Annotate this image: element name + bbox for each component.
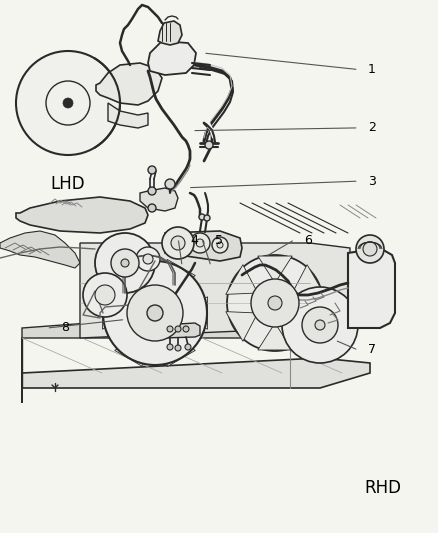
Circle shape xyxy=(121,259,129,267)
Circle shape xyxy=(199,214,205,220)
Circle shape xyxy=(63,98,73,108)
Circle shape xyxy=(16,51,120,155)
Polygon shape xyxy=(16,197,148,233)
Polygon shape xyxy=(108,103,148,128)
Polygon shape xyxy=(0,231,80,268)
Polygon shape xyxy=(226,312,258,341)
Circle shape xyxy=(148,166,156,174)
Circle shape xyxy=(171,236,185,250)
Polygon shape xyxy=(140,188,178,211)
Polygon shape xyxy=(167,260,195,292)
Polygon shape xyxy=(292,312,324,341)
Circle shape xyxy=(175,345,181,351)
Circle shape xyxy=(190,233,210,253)
Text: 1: 1 xyxy=(368,63,376,76)
Polygon shape xyxy=(292,265,324,294)
Text: 6: 6 xyxy=(304,235,312,247)
Circle shape xyxy=(175,326,181,332)
Circle shape xyxy=(111,249,139,277)
Circle shape xyxy=(217,242,223,248)
Polygon shape xyxy=(115,334,143,367)
Circle shape xyxy=(205,141,213,149)
Circle shape xyxy=(83,273,127,317)
Circle shape xyxy=(212,237,228,253)
Circle shape xyxy=(167,344,173,350)
Polygon shape xyxy=(22,308,340,388)
Circle shape xyxy=(315,320,325,330)
Circle shape xyxy=(148,204,156,212)
Circle shape xyxy=(46,81,90,125)
Circle shape xyxy=(356,235,384,263)
Circle shape xyxy=(302,307,338,343)
Circle shape xyxy=(165,179,175,189)
Circle shape xyxy=(95,233,155,293)
Text: 3: 3 xyxy=(368,175,376,188)
Polygon shape xyxy=(115,260,143,292)
Text: 4: 4 xyxy=(191,235,198,247)
Circle shape xyxy=(183,326,189,332)
Circle shape xyxy=(204,215,210,221)
Polygon shape xyxy=(258,256,292,283)
Polygon shape xyxy=(258,323,292,350)
Circle shape xyxy=(148,187,156,195)
Text: 8: 8 xyxy=(61,321,69,334)
Polygon shape xyxy=(96,63,162,105)
Text: 7: 7 xyxy=(368,343,376,356)
Polygon shape xyxy=(148,41,196,75)
Polygon shape xyxy=(162,323,200,338)
Polygon shape xyxy=(179,297,208,329)
Circle shape xyxy=(103,261,207,365)
Circle shape xyxy=(147,305,163,321)
Circle shape xyxy=(268,296,282,310)
Polygon shape xyxy=(158,21,182,45)
Polygon shape xyxy=(102,297,131,329)
Circle shape xyxy=(185,344,191,350)
Text: LHD: LHD xyxy=(50,175,85,193)
Polygon shape xyxy=(22,358,370,403)
Circle shape xyxy=(282,287,358,363)
Polygon shape xyxy=(165,231,242,261)
Circle shape xyxy=(196,239,204,247)
Text: 2: 2 xyxy=(368,122,376,134)
Circle shape xyxy=(162,227,194,259)
Circle shape xyxy=(136,247,160,271)
Polygon shape xyxy=(80,243,350,338)
Polygon shape xyxy=(226,265,258,294)
Circle shape xyxy=(363,242,377,256)
Polygon shape xyxy=(167,334,195,367)
Circle shape xyxy=(127,285,183,341)
Circle shape xyxy=(251,279,299,327)
Circle shape xyxy=(227,255,323,351)
Text: RHD: RHD xyxy=(365,479,402,497)
Circle shape xyxy=(143,254,153,264)
Polygon shape xyxy=(348,248,395,328)
Circle shape xyxy=(167,326,173,332)
Circle shape xyxy=(95,285,115,305)
Text: 5: 5 xyxy=(215,235,223,247)
